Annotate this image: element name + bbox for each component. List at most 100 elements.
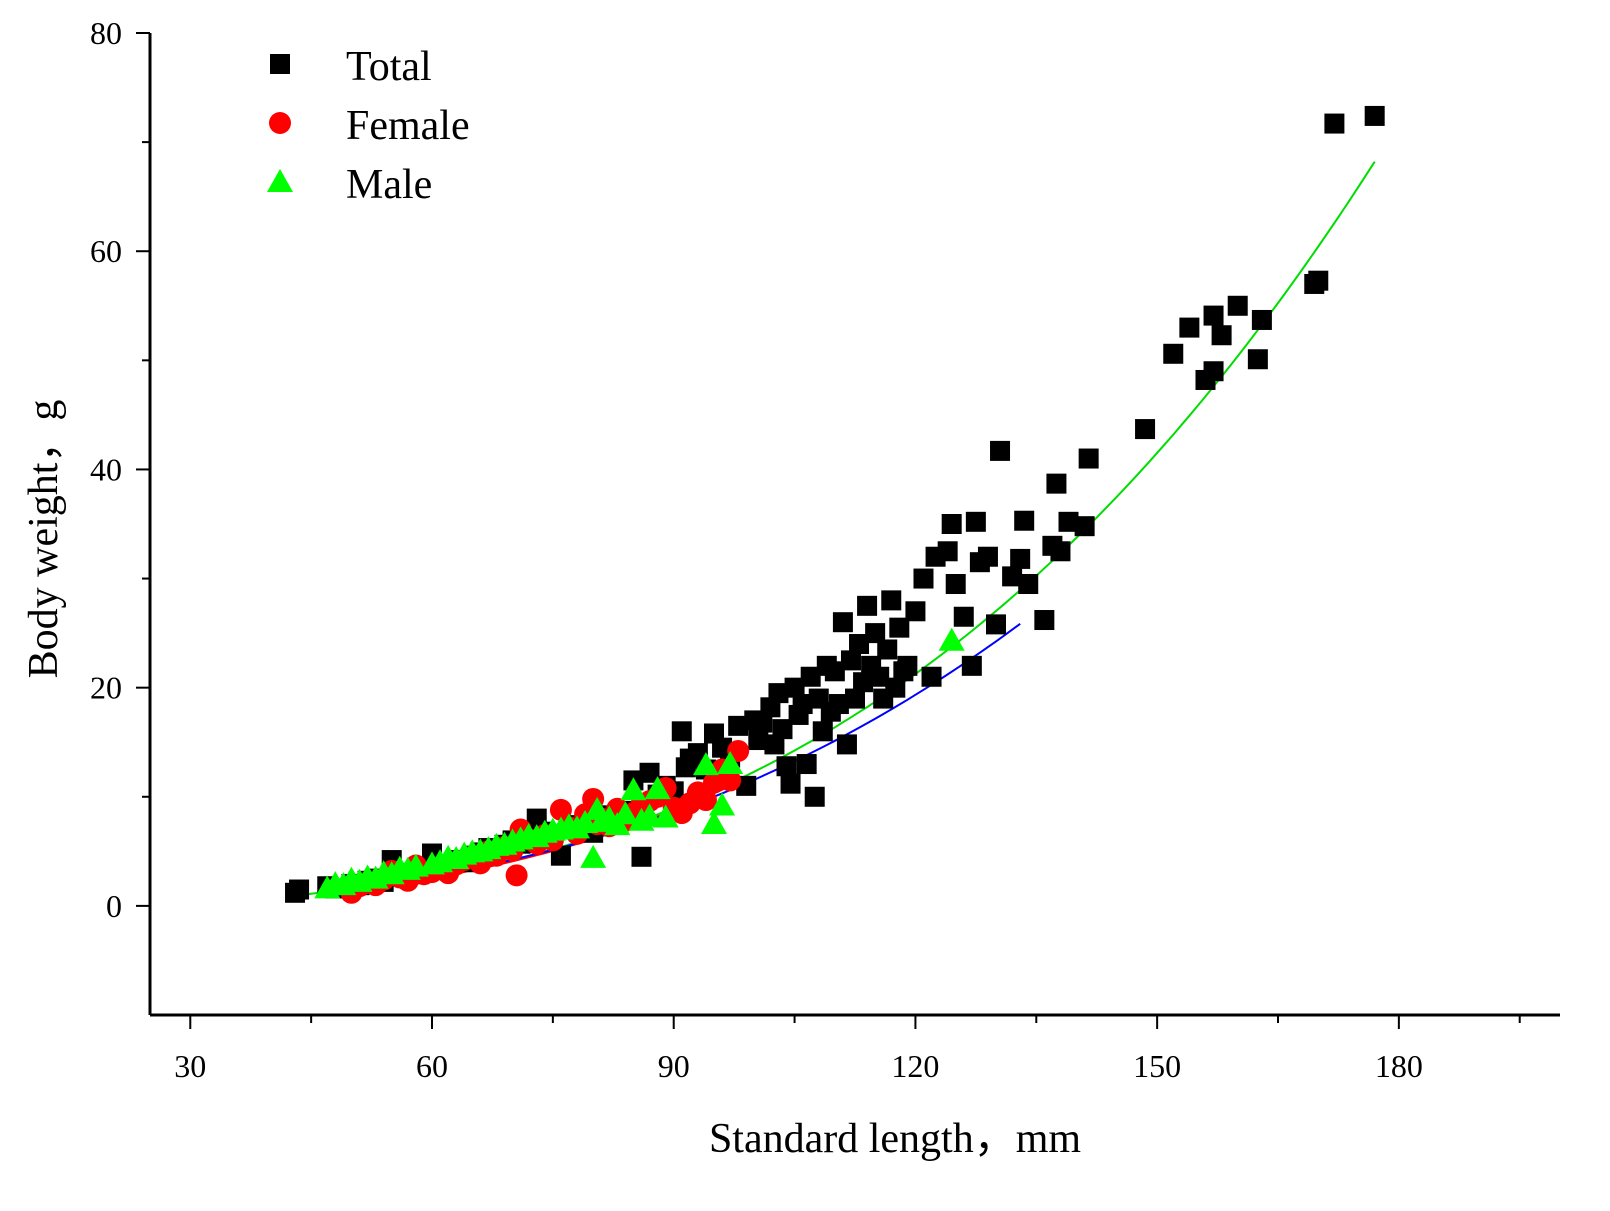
total-point (748, 730, 769, 751)
series-total (285, 105, 1385, 903)
total-point (885, 677, 906, 698)
total-point (845, 688, 865, 709)
total-point (877, 639, 898, 660)
female-point (719, 769, 742, 792)
fit-curve (303, 161, 1376, 896)
male-point (692, 752, 719, 776)
total-point (736, 775, 757, 796)
total-point (639, 762, 660, 783)
total-point (1163, 343, 1184, 364)
total-point (776, 756, 797, 777)
total-point (631, 846, 652, 867)
y-tick-label: 40 (90, 451, 122, 487)
total-point (1014, 510, 1035, 531)
total-point (832, 612, 853, 633)
male-point (938, 627, 965, 651)
total-point (1251, 309, 1272, 330)
y-tick-label: 80 (90, 15, 122, 51)
total-point (840, 650, 861, 671)
axes: 30 60 90 120 150 180 0 20 40 60 80 (90, 15, 1560, 1084)
male-point (701, 811, 727, 835)
x-tick-label: 60 (416, 1048, 448, 1084)
total-point (865, 623, 886, 644)
y-tick-label: 60 (90, 233, 122, 269)
total-point (671, 721, 692, 742)
total-point (289, 879, 310, 900)
total-point (1135, 419, 1156, 440)
total-point (1211, 325, 1232, 346)
total-point (772, 719, 793, 740)
x-axis-title: Standard length，mm (709, 1116, 1081, 1162)
male-point (717, 751, 744, 775)
male-point (620, 777, 647, 801)
female-point (505, 864, 528, 887)
x-tick-label: 180 (1375, 1048, 1423, 1084)
legend: Total Female Male (267, 44, 470, 208)
total-point (977, 546, 998, 567)
total-point (853, 672, 874, 693)
total-point (1203, 361, 1224, 382)
total-point (1364, 105, 1385, 126)
total-point (945, 574, 966, 595)
legend-label-female: Female (346, 103, 470, 149)
total-point (752, 712, 773, 733)
total-point (1227, 295, 1248, 316)
male-point (644, 776, 671, 800)
total-point (1203, 305, 1224, 326)
total-point (728, 715, 749, 736)
total-point (941, 514, 962, 534)
x-tick-label: 90 (658, 1048, 690, 1084)
y-tick-label: 20 (90, 670, 122, 706)
x-tick-label: 150 (1133, 1048, 1181, 1084)
male-point (652, 804, 679, 828)
legend-marker-male (267, 169, 293, 192)
total-point (889, 617, 910, 638)
total-point (792, 694, 813, 715)
total-point (921, 666, 942, 687)
data-points (285, 105, 1385, 904)
total-point (937, 541, 958, 562)
total-point (1034, 610, 1055, 631)
total-point (897, 655, 918, 676)
male-point (709, 792, 736, 816)
male-point (612, 801, 639, 825)
total-point (1324, 113, 1345, 134)
series-male (314, 627, 965, 899)
total-point (849, 634, 870, 655)
legend-label-male: Male (346, 162, 432, 208)
legend-marker-total (270, 54, 290, 74)
total-point (780, 773, 801, 794)
total-point (990, 440, 1011, 461)
total-point (857, 595, 878, 616)
total-point (881, 590, 902, 611)
total-point (1058, 511, 1079, 532)
legend-marker-female (269, 112, 291, 134)
female-point (694, 789, 717, 812)
total-point (1247, 349, 1268, 370)
total-point (828, 694, 849, 715)
total-point (961, 655, 982, 676)
total-point (905, 601, 926, 622)
total-point (812, 721, 833, 742)
total-point (764, 734, 785, 755)
y-tick-label: 0 (106, 888, 122, 924)
x-tick-label: 120 (891, 1048, 939, 1084)
total-point (796, 754, 817, 775)
total-point (1179, 317, 1200, 338)
legend-label-total: Total (346, 44, 432, 90)
total-point (1046, 473, 1067, 494)
male-point (580, 844, 607, 868)
total-point (1074, 516, 1095, 537)
total-point (1050, 541, 1071, 562)
y-axis-title: Body weight，g (21, 400, 67, 679)
total-point (913, 568, 934, 589)
total-point (1002, 566, 1023, 587)
total-point (804, 786, 825, 807)
fit-curves (303, 161, 1376, 896)
total-point (1078, 448, 1099, 469)
total-point (986, 614, 1006, 635)
total-point (836, 734, 857, 755)
total-point (1308, 270, 1329, 291)
total-point (1010, 548, 1031, 569)
